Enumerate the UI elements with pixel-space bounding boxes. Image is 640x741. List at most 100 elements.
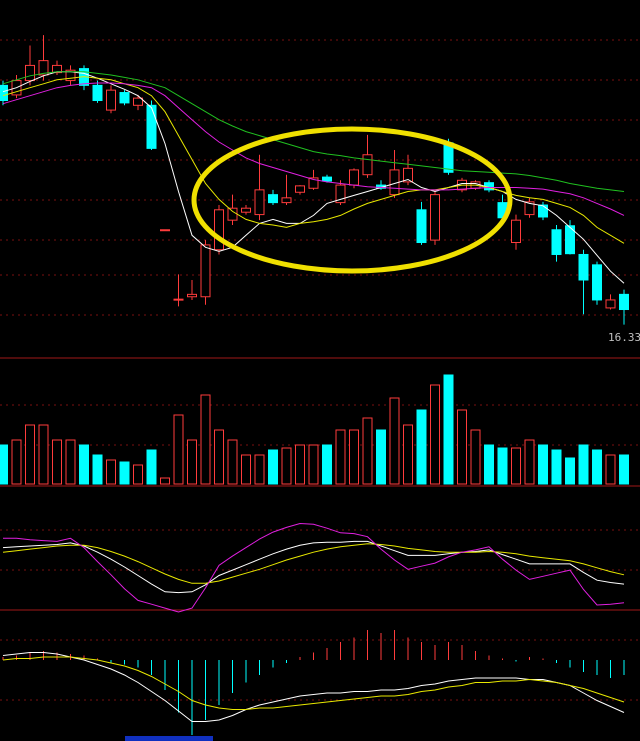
candle-body [146,104,157,149]
candle-body [511,219,521,244]
volume-bar [470,429,481,485]
candle-body [308,177,319,189]
candle-body [281,197,292,204]
volume-bar [254,454,265,485]
candle-body [92,84,103,102]
candle-body [551,229,562,255]
volume-bar [0,444,8,485]
volume-bar [551,449,562,485]
candle-body [106,89,116,111]
volume-bar [376,429,386,485]
volume-bar [497,447,508,485]
volume-bar [524,439,535,485]
indicator-line [2,656,625,710]
volume-bar [511,447,521,485]
grid [0,39,640,701]
indicator-line [2,76,625,244]
candle-body [565,225,575,255]
candle-body [52,64,62,74]
candle-body [524,201,535,216]
volume-bar [335,429,346,485]
indicator-line [2,71,625,284]
volume-bar [160,477,170,485]
volume-bar [268,449,278,485]
indicator-line [3,522,625,613]
indicator-line [2,82,625,216]
volume-bar [308,444,319,485]
low-price-label: 16.33 [608,331,640,344]
indicator-line [2,652,625,722]
volume-bar [227,439,238,485]
volume-bar [443,374,454,485]
candle-body [241,207,251,213]
candle-body [416,209,427,244]
volume-bar [538,444,548,485]
candle-body [187,293,197,298]
volume-bar [187,439,197,485]
volume-bar [322,444,332,485]
volume-bar [619,454,629,485]
candle-body [295,185,305,193]
indicator-line [2,540,625,594]
volume-bar [38,424,49,485]
candle-body [65,69,76,82]
candle-body [254,189,265,216]
candle-body [430,194,440,241]
candle-body [538,204,548,218]
candle-body [214,209,224,251]
volume-bar [295,444,305,485]
indicator-line [2,71,625,192]
candle-body [200,244,211,298]
candle-body [133,97,143,106]
volume-bar [605,454,616,485]
candle-body [25,64,35,82]
candle-body [160,229,170,232]
volume-bar [200,394,211,485]
volume-bar [214,429,224,485]
volume-bar [92,454,103,485]
panel-borders [0,357,640,611]
candle-body [0,84,8,102]
volume-bar [362,417,373,485]
volume-bar [578,444,589,485]
volume-bar [146,449,157,485]
candle-body [38,60,49,76]
highlight-ellipse [191,126,513,274]
candle-body [335,184,346,204]
volume-bar [389,397,400,485]
candle-body [605,299,616,309]
candle-body [322,176,332,182]
candle-body [268,194,278,204]
volume-bar [25,424,35,485]
candle-body [578,253,589,281]
candle-body [619,293,629,311]
volume-bar [403,424,413,485]
volume-bar [592,449,602,485]
volume-bar [281,447,292,485]
volume-bar [484,444,494,485]
volume-bar [416,409,427,485]
volume-bar [349,429,359,485]
volume-bar [241,454,251,485]
candle-body [173,298,184,301]
volume-bar [119,461,130,485]
volume-bar [133,464,143,485]
candle-body [227,207,238,221]
candle-body [362,154,373,176]
volume-bar [79,444,89,485]
volume-bar [173,414,184,485]
volume-bar [11,439,22,485]
date-cursor-box [125,736,213,741]
candle-body [349,169,359,186]
volume-bar [106,459,116,485]
candle-body [592,264,602,301]
volume-bar [565,457,575,485]
volume-bar [52,439,62,485]
volume-bar [430,384,440,485]
volume-bar [457,409,467,485]
volume-bar [65,439,76,485]
candle-body [119,92,130,104]
indicator-line [2,543,625,584]
